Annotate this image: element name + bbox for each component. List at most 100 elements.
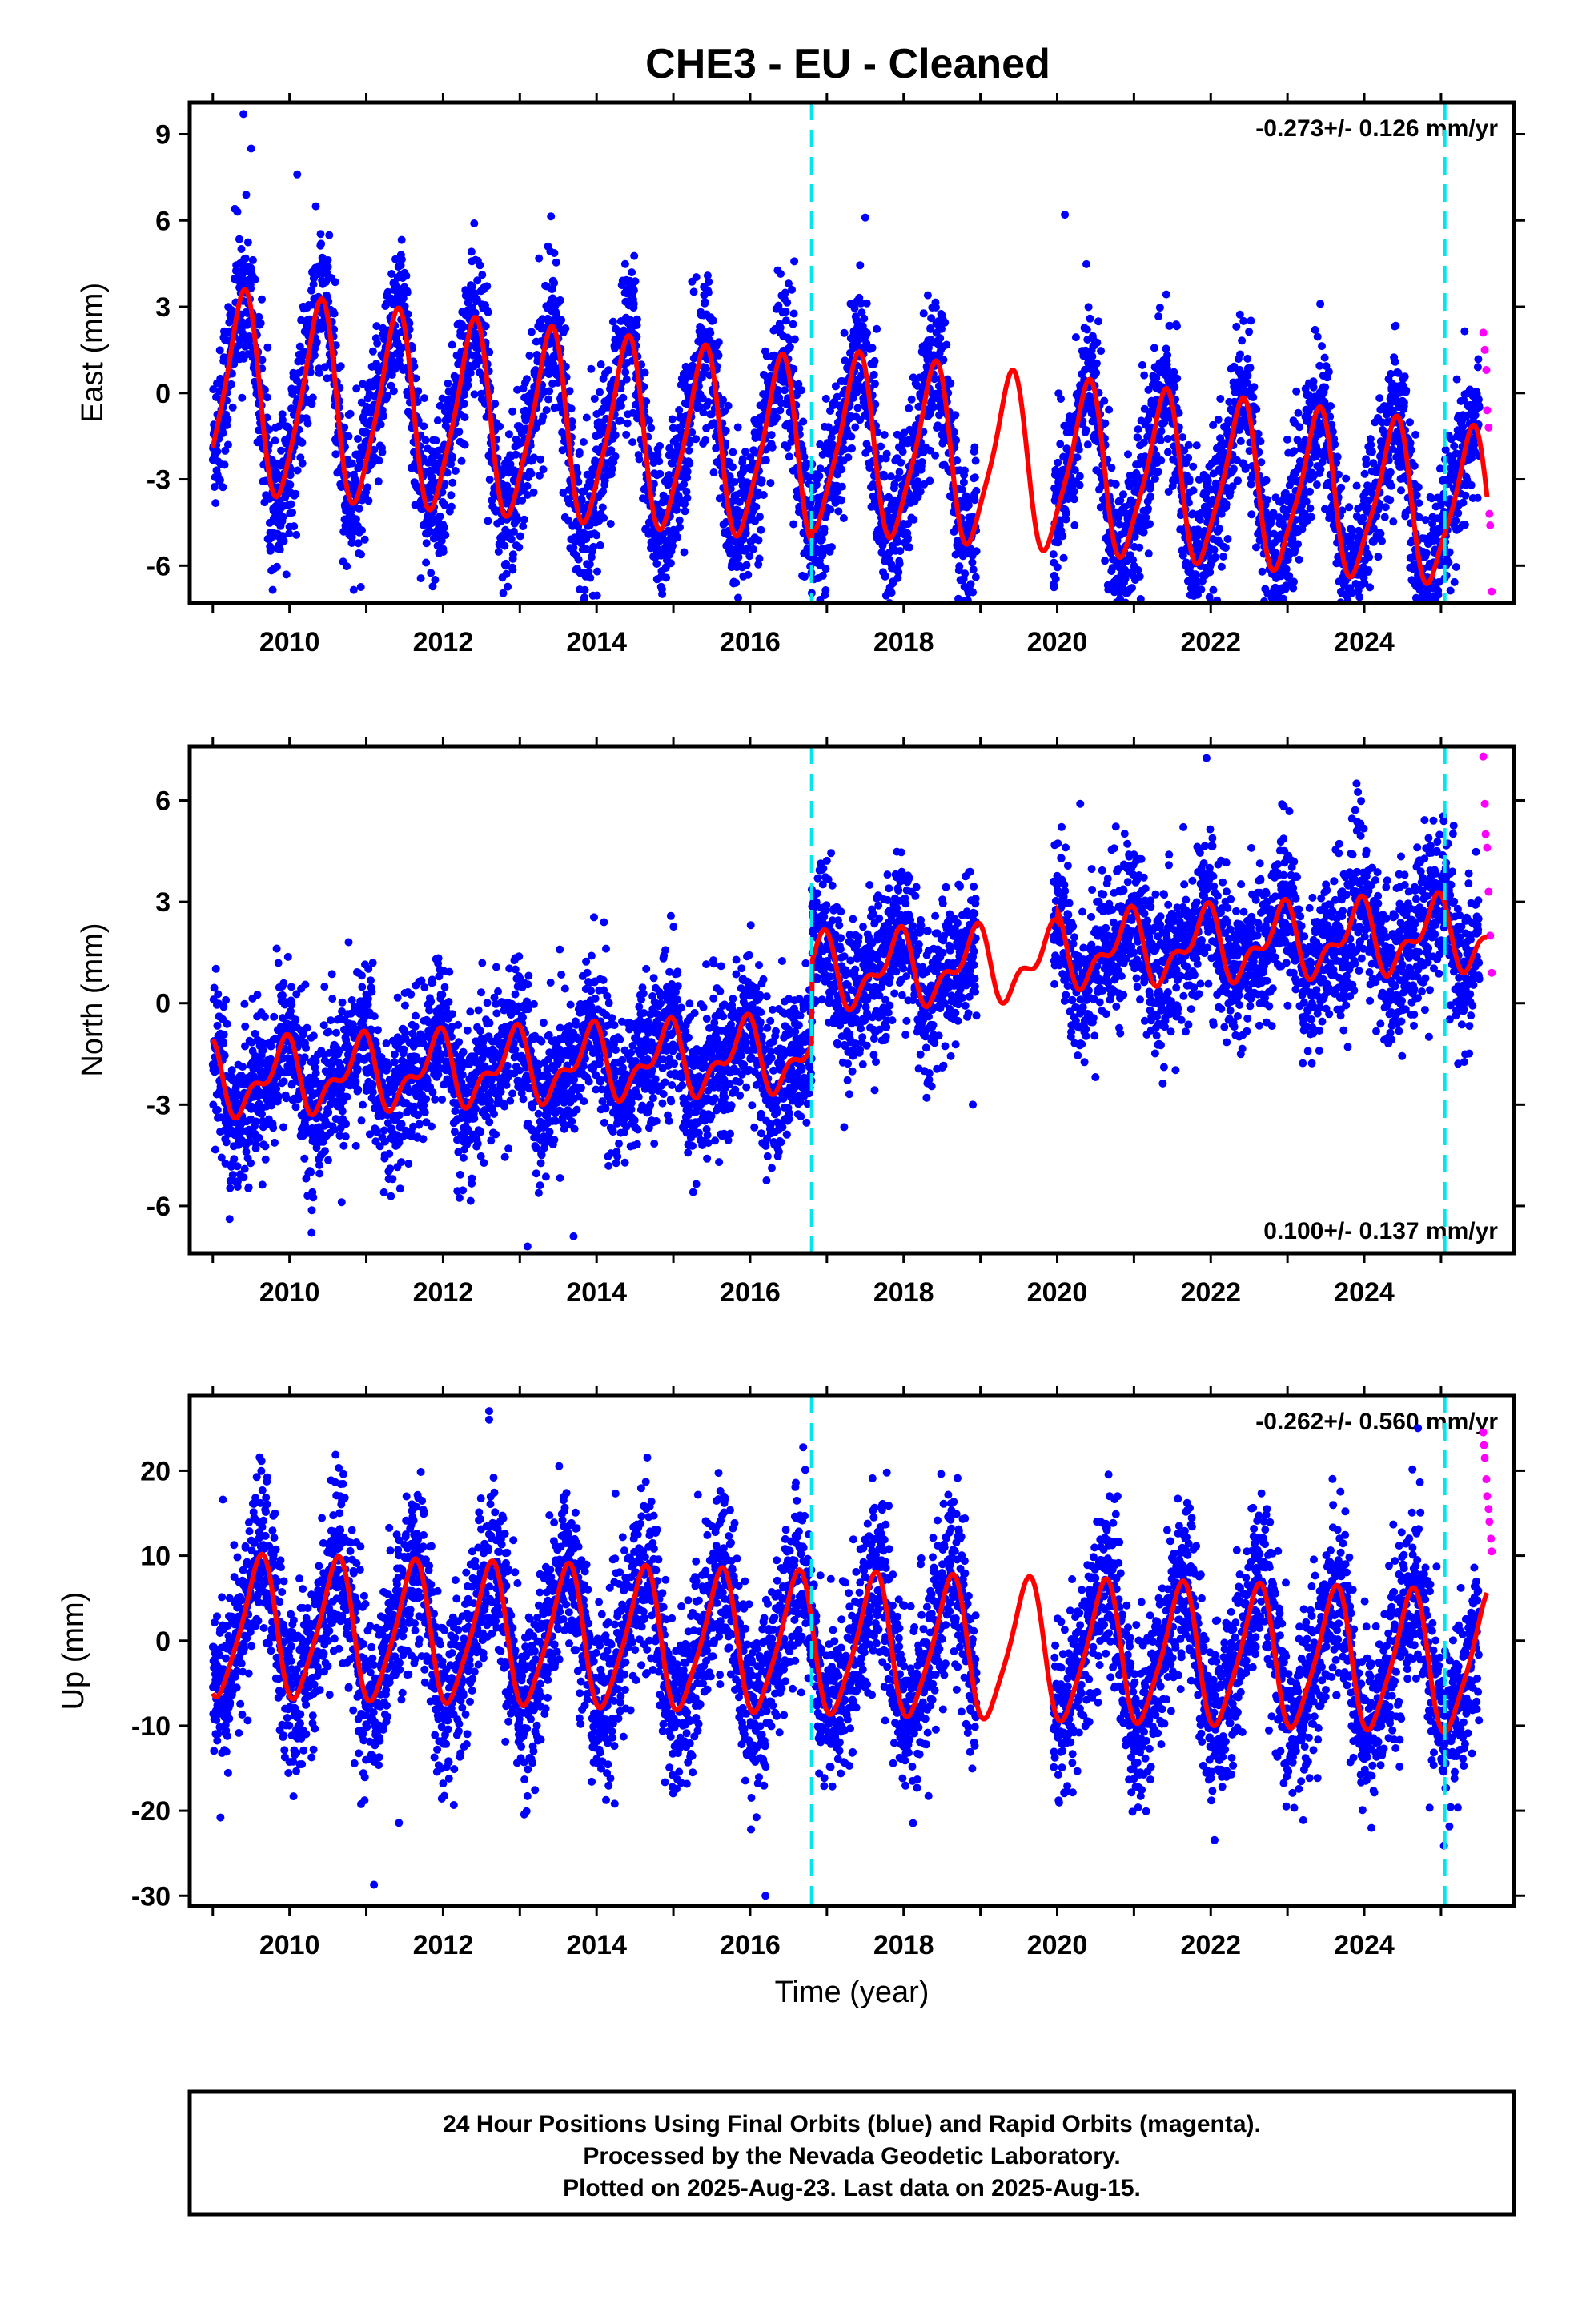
data-point [1283,435,1291,444]
data-point [544,395,552,404]
data-point [552,258,560,267]
data-point [701,298,709,307]
data-point [251,275,259,284]
data-point [1070,487,1078,496]
data-point [887,589,896,597]
data-point [1120,640,1128,648]
data-point [471,289,480,298]
data-point [967,626,975,634]
data-point [1173,374,1182,383]
data-point [529,488,538,497]
data-point [863,328,871,337]
data-point [709,468,718,476]
data-point [1075,472,1084,480]
data-point [941,318,950,327]
data-point [1236,350,1244,359]
data-point [1189,462,1198,471]
data-point [288,508,297,517]
data-point [336,362,345,371]
data-point [1247,510,1256,519]
data-point [405,319,414,328]
data-point [705,278,713,287]
data-point [1178,551,1187,560]
data-point [1180,617,1188,625]
data-point [1262,476,1271,485]
data-point [734,593,742,602]
data-point [586,573,595,582]
data-point [293,466,302,475]
data-point [504,625,512,633]
data-point [1097,347,1106,356]
data-point [312,338,321,346]
data-point [877,442,885,451]
data-point [1157,427,1166,436]
data-point [1252,405,1261,413]
data-point [433,416,442,425]
data-point [303,419,312,428]
data-point [439,548,448,556]
data-point [567,404,576,413]
data-point [821,586,830,594]
data-point [799,417,808,426]
data-point [323,263,332,271]
data-point [223,415,232,424]
data-point [1223,535,1232,543]
data-point [561,324,570,333]
data-point [494,547,503,556]
data-point [1272,644,1280,652]
data-point [436,512,444,521]
data-point [520,515,528,524]
data-point [773,413,781,422]
data-point [542,406,551,415]
data-point [738,455,747,464]
data-point [323,255,332,264]
data-point [1245,328,1254,336]
data-point [441,531,450,539]
data-point [466,368,475,377]
data-point [1275,624,1283,632]
data-point [1267,629,1275,637]
data-point [961,569,970,578]
data-point [437,537,446,545]
data-point [781,308,790,316]
data-point [592,531,601,540]
data-point [1209,585,1218,594]
data-point [1170,383,1179,392]
data-point [298,459,307,468]
data-point [455,428,464,436]
data-point [374,477,383,486]
data-point [587,364,596,373]
data-point [904,533,912,542]
data-point [557,316,566,324]
data-point [440,480,449,488]
data-point [580,585,589,594]
data-point [275,545,284,553]
data-point [1265,610,1273,618]
data-point [1058,532,1067,541]
data-point [683,468,692,476]
data-point [788,285,796,294]
data-point [523,481,532,490]
data-point [1050,583,1058,592]
data-point [370,445,379,454]
data-point [895,613,903,621]
data-point [785,452,793,461]
data-point [290,522,299,531]
data-point [1135,543,1144,552]
data-point [389,387,398,396]
data-point [1134,433,1142,442]
data-point [704,288,713,297]
data-point [550,279,559,287]
data-point [268,585,277,594]
data-point [460,391,468,399]
data-point [865,444,873,453]
data-point [506,460,515,468]
data-point [1239,316,1248,325]
data-point [1203,476,1212,485]
data-point [1054,458,1062,467]
data-point [1088,352,1097,360]
data-point [721,426,730,435]
data-point [1189,486,1198,495]
data-point [263,393,271,402]
